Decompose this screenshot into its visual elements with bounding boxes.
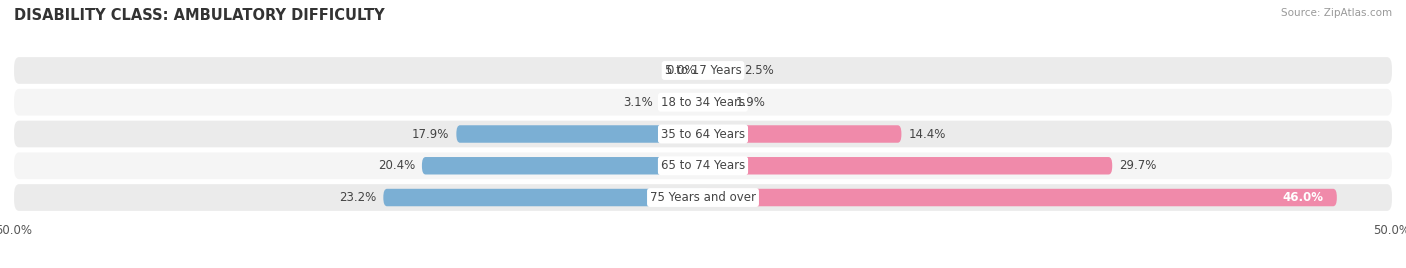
Text: 20.4%: 20.4% — [378, 159, 415, 172]
FancyBboxPatch shape — [14, 152, 1392, 179]
Text: 46.0%: 46.0% — [1282, 191, 1323, 204]
FancyBboxPatch shape — [14, 89, 1392, 116]
FancyBboxPatch shape — [703, 94, 730, 111]
Text: 18 to 34 Years: 18 to 34 Years — [661, 96, 745, 109]
FancyBboxPatch shape — [14, 57, 1392, 84]
FancyBboxPatch shape — [422, 157, 703, 174]
Text: Source: ZipAtlas.com: Source: ZipAtlas.com — [1281, 8, 1392, 18]
Text: 35 to 64 Years: 35 to 64 Years — [661, 128, 745, 140]
Text: 1.9%: 1.9% — [737, 96, 766, 109]
Text: 2.5%: 2.5% — [744, 64, 775, 77]
Text: 0.0%: 0.0% — [666, 64, 696, 77]
FancyBboxPatch shape — [703, 62, 738, 79]
Text: DISABILITY CLASS: AMBULATORY DIFFICULTY: DISABILITY CLASS: AMBULATORY DIFFICULTY — [14, 8, 385, 23]
FancyBboxPatch shape — [457, 125, 703, 143]
FancyBboxPatch shape — [384, 189, 703, 206]
FancyBboxPatch shape — [14, 184, 1392, 211]
FancyBboxPatch shape — [703, 157, 1112, 174]
Text: 75 Years and over: 75 Years and over — [650, 191, 756, 204]
FancyBboxPatch shape — [661, 94, 703, 111]
Text: 65 to 74 Years: 65 to 74 Years — [661, 159, 745, 172]
Text: 5 to 17 Years: 5 to 17 Years — [665, 64, 741, 77]
Text: 3.1%: 3.1% — [624, 96, 654, 109]
FancyBboxPatch shape — [14, 121, 1392, 147]
Text: 14.4%: 14.4% — [908, 128, 946, 140]
Text: 23.2%: 23.2% — [339, 191, 377, 204]
Text: 17.9%: 17.9% — [412, 128, 450, 140]
FancyBboxPatch shape — [703, 125, 901, 143]
FancyBboxPatch shape — [703, 189, 1337, 206]
Text: 29.7%: 29.7% — [1119, 159, 1157, 172]
